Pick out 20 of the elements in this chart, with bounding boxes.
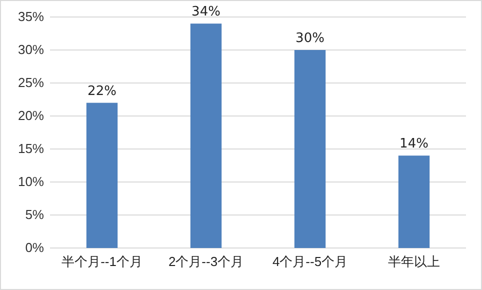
bar	[294, 50, 326, 248]
data-label: 22%	[88, 84, 116, 99]
x-tick-label: 2个月--3个月	[168, 254, 244, 270]
data-label: 34%	[192, 4, 220, 20]
y-tick-label: 20%	[18, 108, 44, 124]
y-tick-label: 30%	[18, 42, 44, 58]
y-tick-label: 0%	[25, 240, 44, 256]
bar	[86, 102, 118, 248]
y-tick-label: 10%	[18, 174, 44, 190]
x-tick-label: 半个月--1个月	[62, 254, 142, 270]
data-label: 30%	[296, 31, 324, 46]
x-tick-label: 4个月--5个月	[272, 254, 348, 270]
y-tick-label: 35%	[18, 9, 44, 24]
y-tick-label: 25%	[18, 75, 44, 90]
y-tick-label: 5%	[25, 207, 44, 222]
data-label: 14%	[400, 136, 428, 152]
x-tick-label: 半年以上	[388, 254, 440, 270]
bar	[190, 24, 222, 248]
y-tick-label: 15%	[18, 141, 44, 156]
bar	[398, 156, 430, 248]
